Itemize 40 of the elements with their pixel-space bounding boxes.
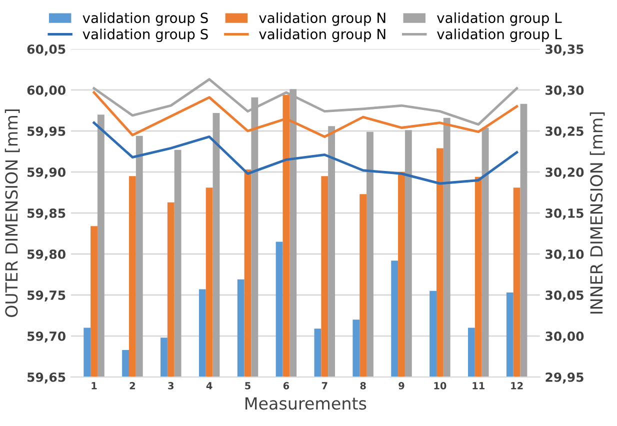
legend-label: validation group S (82, 28, 208, 42)
y-tick-label: 59,90 (28, 167, 66, 179)
y2-tick-label: 30,00 (546, 331, 584, 343)
y-tick-label: 59,65 (28, 372, 66, 384)
y-tick-label: 59,95 (28, 126, 66, 138)
y2-tick-label: 29,95 (546, 372, 584, 384)
y-tick-label: 59,80 (28, 249, 66, 261)
y2-tick-label: 30,30 (546, 85, 584, 97)
legend-label: validation group L (437, 28, 562, 42)
x-tick-label: 11 (472, 382, 484, 390)
x-tick-label: 10 (434, 382, 446, 390)
x-tick-label: 4 (206, 382, 212, 390)
x-tick-label: 7 (322, 382, 328, 390)
y-tick-label: 59,75 (28, 290, 66, 302)
y2-tick-label: 30,15 (546, 208, 584, 220)
legend-label: validation group N (259, 12, 386, 26)
line-series (92, 122, 518, 185)
x-axis-title: Measurements (246, 397, 366, 410)
y2-tick-label: 30,20 (546, 167, 584, 179)
x-tick-label: 2 (130, 382, 135, 390)
x-tick-label: 1 (92, 382, 97, 390)
y-tick-label: 59,85 (28, 208, 66, 220)
y-tick-label: 59,70 (28, 331, 66, 343)
x-tick-label: 12 (511, 382, 523, 390)
x-tick-label: 6 (283, 382, 290, 390)
y-axis-title: OUTER DIMENSION [mm] (4, 109, 20, 318)
x-tick-label: 3 (168, 382, 174, 390)
y2-tick-label: 30,35 (546, 44, 584, 56)
y-tick-label: 60,00 (27, 85, 66, 97)
y2-tick-label: 30,10 (546, 249, 584, 261)
y-tick-label: 60,05 (27, 44, 66, 56)
legend-label: validation group L (437, 12, 562, 26)
x-tick-label: 9 (398, 382, 404, 390)
x-tick-label: 5 (245, 382, 250, 390)
y2-tick-label: 30,25 (546, 126, 584, 138)
x-tick-label: 8 (360, 382, 366, 390)
y2-axis-title: INNER DIMENSION [mm] (590, 112, 605, 314)
y2-tick-label: 30,05 (546, 290, 584, 302)
legend-label: validation group S (82, 12, 208, 26)
legend-label: validation group N (259, 28, 386, 42)
